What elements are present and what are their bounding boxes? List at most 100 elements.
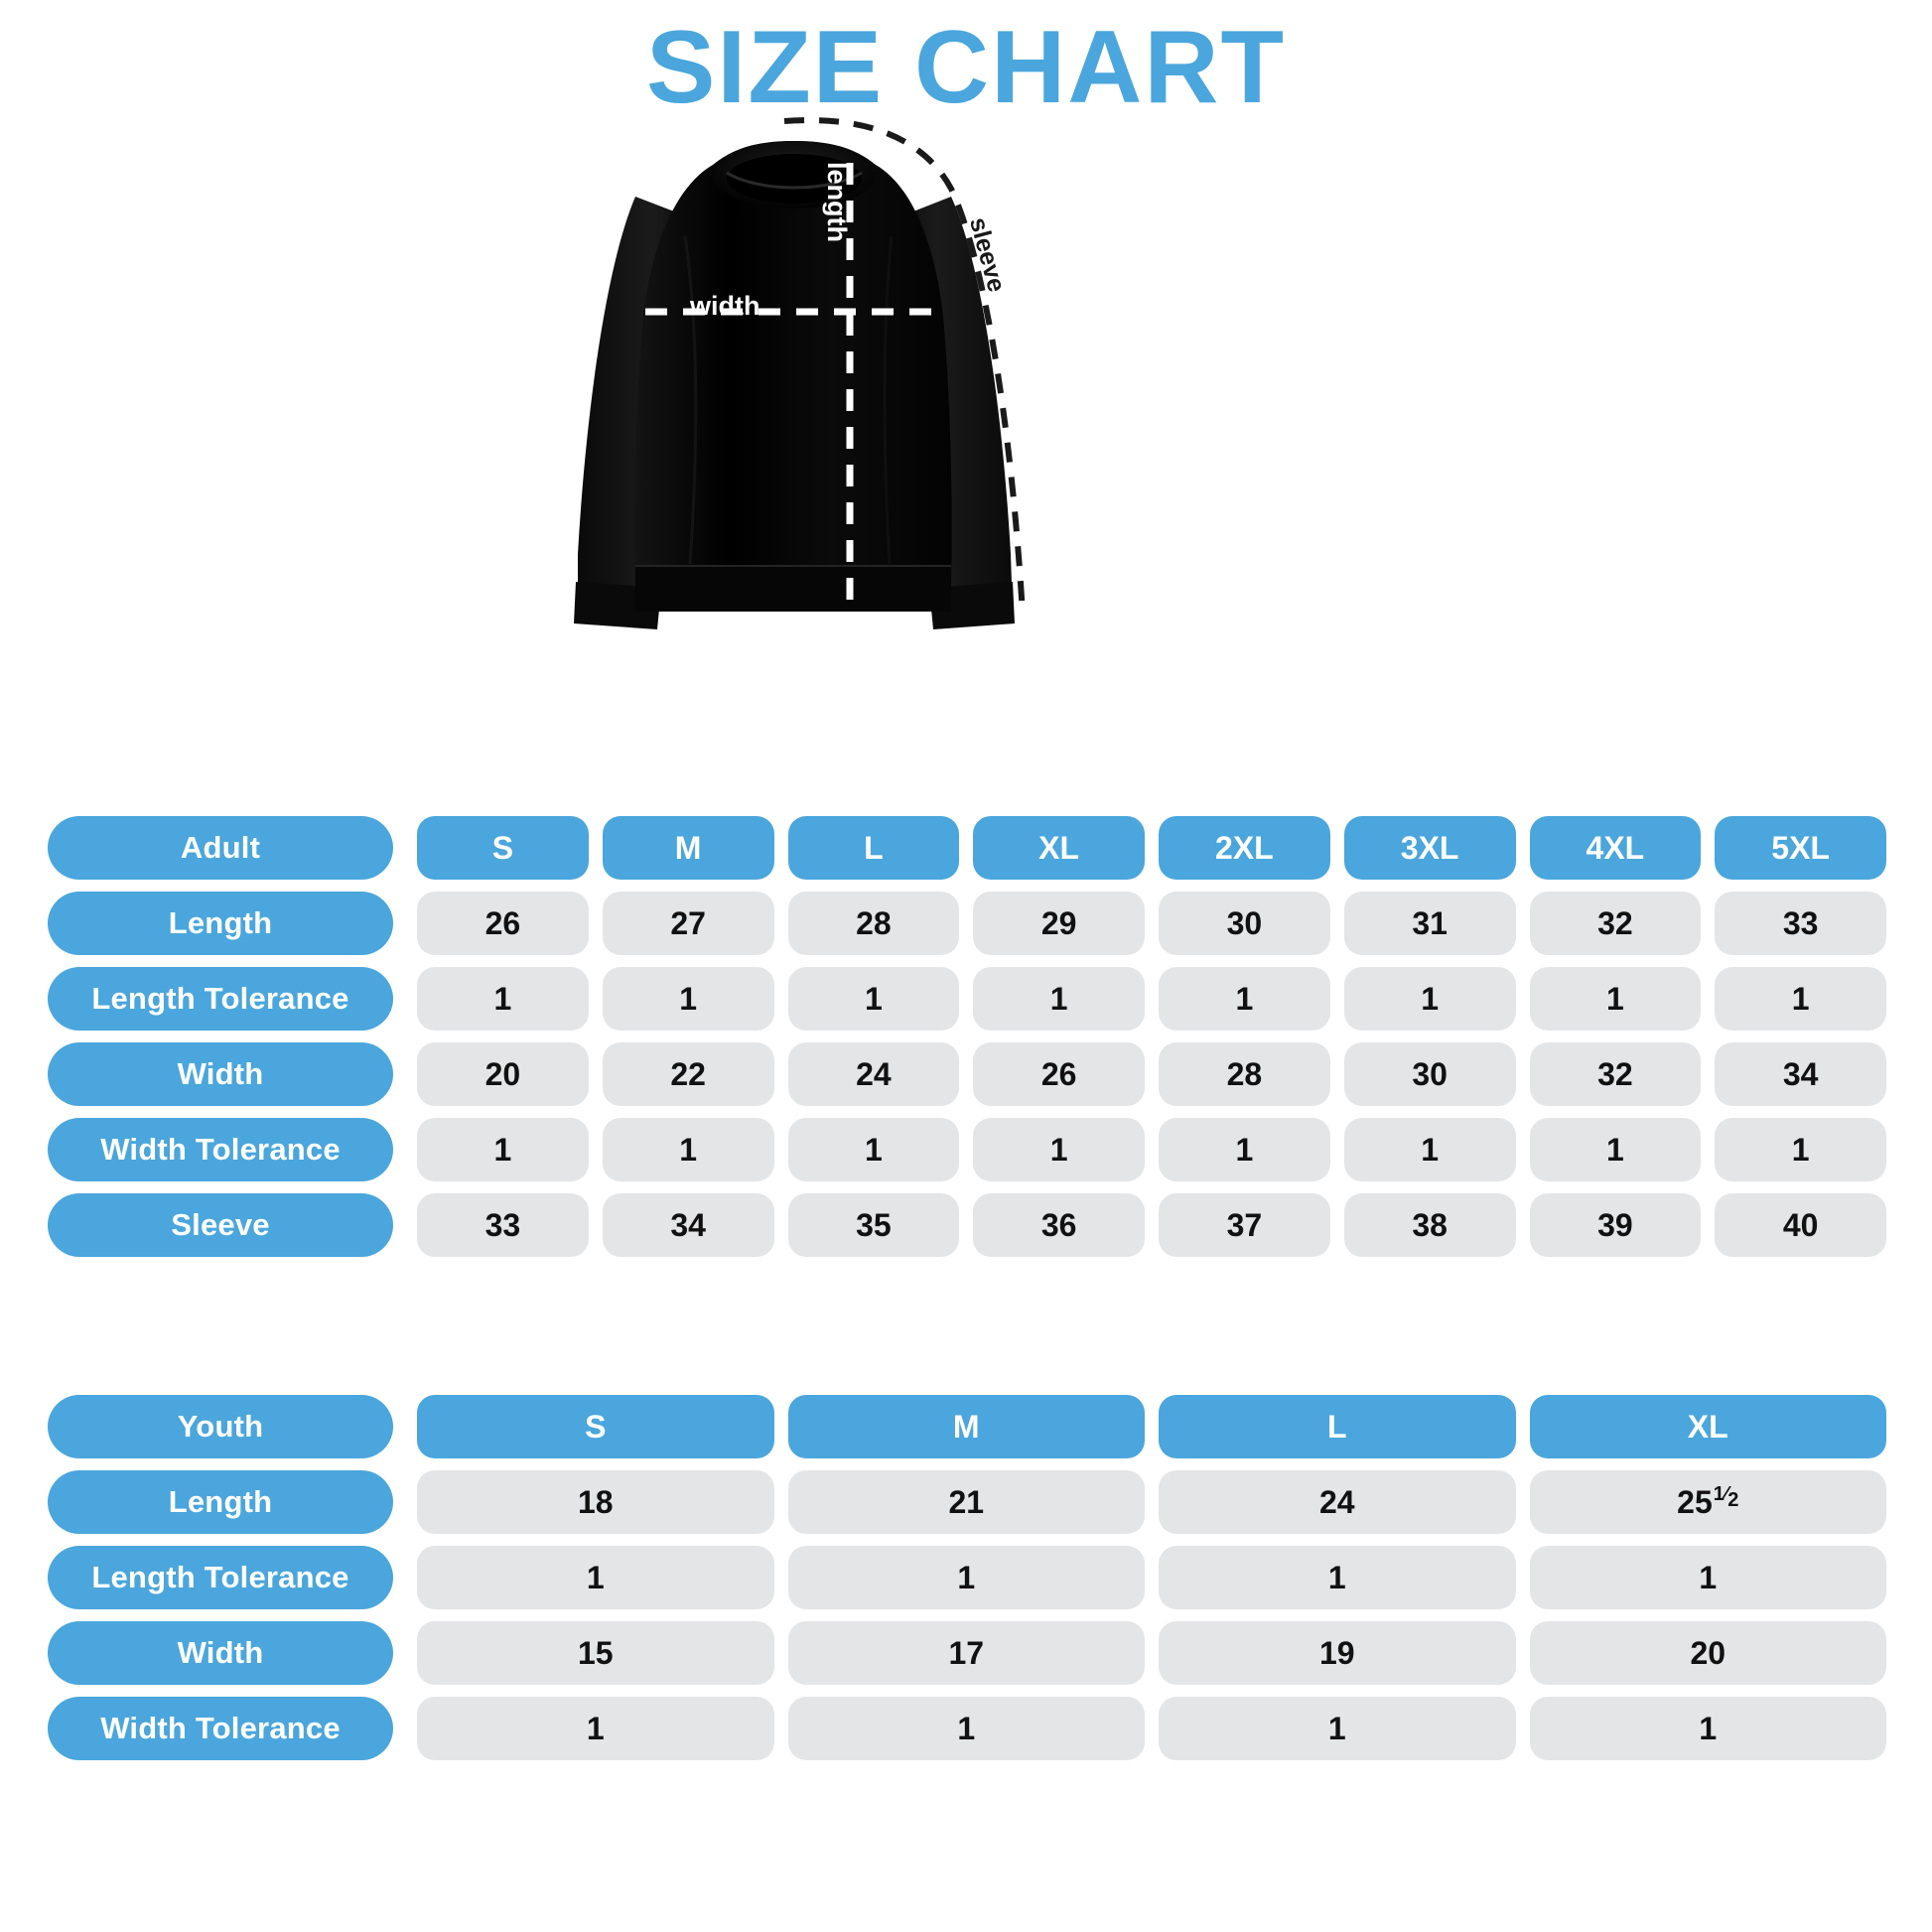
youth-header-label: Youth [48,1395,393,1458]
table-row: Length Tolerance 1 1 1 1 [48,1546,1886,1609]
youth-size-header: S [417,1395,774,1458]
sleeve-dashed-curve [783,117,1026,615]
table-row: Width Tolerance 1 1 1 1 1 1 1 1 [48,1118,1886,1181]
adult-size-header: M [602,816,774,880]
adult-size-header: L [787,816,960,880]
adult-size-header: 5XL [1715,816,1886,880]
row-label: Width Tolerance [48,1118,393,1181]
table-cell: 1 [602,1118,774,1181]
youth-size-header: XL [1529,1395,1886,1458]
table-cell: 1 [787,967,960,1031]
table-cell: 1 [787,1546,1145,1609]
row-cells: 33 34 35 36 37 38 39 40 [417,1193,1886,1257]
table-cell: 1 [602,967,774,1031]
adult-header-label: Adult [48,816,393,880]
table-cell: 28 [1159,1042,1330,1106]
table-cell: 24 [787,1042,960,1106]
table-row: Width Tolerance 1 1 1 1 [48,1697,1886,1760]
youth-size-header: L [1159,1395,1516,1458]
fraction-glyph: 1⁄2 [1713,1483,1739,1511]
adult-size-header: XL [973,816,1145,880]
adult-size-headers: S M L XL 2XL 3XL 4XL 5XL [417,816,1886,880]
length-measure-label: length [822,162,852,242]
table-cell: 27 [602,892,774,955]
table-row: Length 18 21 24 25 1⁄2 [48,1470,1886,1534]
table-cell: 30 [1159,892,1330,955]
table-row: Sleeve 33 34 35 36 37 38 39 40 [48,1193,1886,1257]
row-cells: 1 1 1 1 1 1 1 1 [417,1118,1886,1181]
table-cell: 1 [973,967,1145,1031]
table-cell: 1 [1529,967,1702,1031]
fabric-fold-right [883,235,894,565]
table-cell: 1 [1159,967,1330,1031]
table-cell: 34 [1715,1042,1886,1106]
table-cell: 29 [973,892,1145,955]
adult-header-row: Adult S M L XL 2XL 3XL 4XL 5XL [48,816,1886,880]
table-cell: 1 [787,1697,1145,1760]
adult-size-header: 2XL [1159,816,1330,880]
row-label: Length Tolerance [48,967,393,1031]
table-cell: 22 [602,1042,774,1106]
table-row: Length Tolerance 1 1 1 1 1 1 1 1 [48,967,1886,1031]
row-cells: 1 1 1 1 [417,1697,1886,1760]
fraction-denominator: 2 [1727,1489,1739,1511]
table-cell: 33 [417,1193,589,1257]
garment-illustration: width length sleeve [486,117,1181,643]
table-cell: 1 [1343,1118,1516,1181]
table-cell: 30 [1343,1042,1516,1106]
table-cell: 1 [1715,1118,1886,1181]
table-cell: 18 [417,1470,774,1534]
table-cell: 1 [1529,1546,1886,1609]
fraction-numerator: 1 [1713,1483,1725,1505]
table-cell: 1 [1159,1118,1330,1181]
table-cell: 26 [973,1042,1145,1106]
table-cell: 31 [1343,892,1516,955]
table-cell: 37 [1159,1193,1330,1257]
row-label: Length Tolerance [48,1546,393,1609]
table-cell: 17 [787,1621,1145,1685]
table-row: Length 26 27 28 29 30 31 32 33 [48,892,1886,955]
table-cell: 38 [1343,1193,1516,1257]
table-row: Width 20 22 24 26 28 30 32 34 [48,1042,1886,1106]
table-cell: 1 [1343,967,1516,1031]
adult-size-header: 3XL [1343,816,1516,880]
table-cell: 20 [1529,1621,1886,1685]
fabric-fold-left [683,235,698,565]
row-cells: 18 21 24 25 1⁄2 [417,1470,1886,1534]
table-row: Width 15 17 19 20 [48,1621,1886,1685]
adult-size-header: S [417,816,589,880]
row-label: Length [48,892,393,955]
table-cell: 34 [602,1193,774,1257]
table-cell: 19 [1159,1621,1516,1685]
youth-size-table: Youth S M L XL Length 18 21 24 25 1⁄2 Len… [48,1395,1886,1760]
table-cell: 32 [1529,1042,1702,1106]
table-cell: 1 [787,1118,960,1181]
table-cell: 20 [417,1042,589,1106]
table-cell: 33 [1715,892,1886,955]
table-cell: 32 [1529,892,1702,955]
width-measure-label: width [690,291,760,321]
table-cell: 1 [1159,1546,1516,1609]
table-cell: 1 [417,1118,589,1181]
page-title: SIZE CHART [646,10,1286,125]
table-cell: 1 [417,967,589,1031]
table-cell: 1 [417,1546,774,1609]
row-cells: 1 1 1 1 [417,1546,1886,1609]
youth-size-headers: S M L XL [417,1395,1886,1458]
table-cell-value: 25 [1677,1483,1713,1520]
sweatshirt-body [634,141,952,610]
table-cell: 39 [1529,1193,1702,1257]
row-label: Length [48,1470,393,1534]
hem-band [635,566,951,612]
table-cell: 1 [1159,1697,1516,1760]
row-label: Width [48,1042,393,1106]
row-label: Sleeve [48,1193,393,1257]
table-cell: 26 [417,892,589,955]
table-cell: 24 [1159,1470,1516,1534]
table-cell: 1 [417,1697,774,1760]
row-label: Width [48,1621,393,1685]
adult-size-table: Adult S M L XL 2XL 3XL 4XL 5XL Length 26… [48,816,1886,1257]
collar-inner [727,154,862,204]
table-cell: 28 [787,892,960,955]
